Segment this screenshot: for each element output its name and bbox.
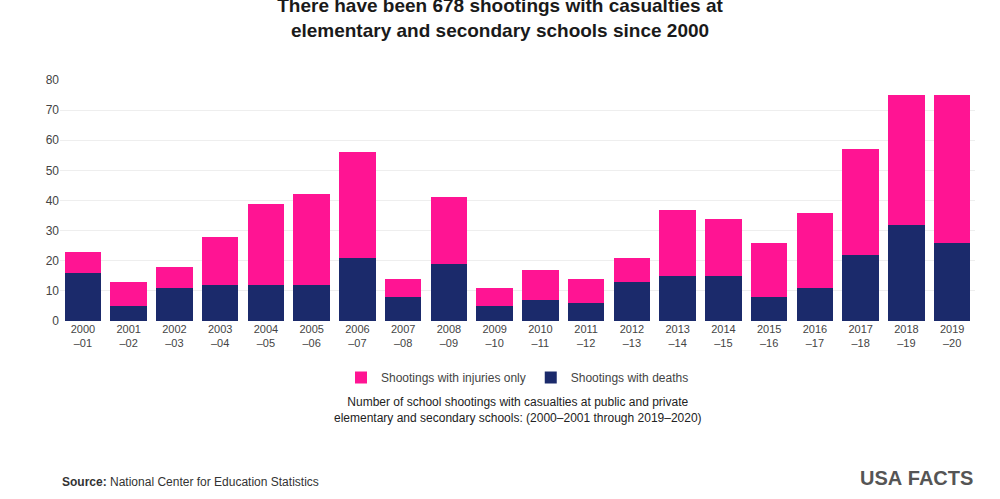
svg-text:USA FACTS: USA FACTS — [860, 467, 973, 489]
svg-text:2015–16: 2015–16 — [757, 323, 781, 349]
svg-text:2009–10: 2009–10 — [482, 323, 506, 349]
svg-text:80: 80 — [46, 73, 60, 87]
svg-text:2005–06: 2005–06 — [299, 323, 323, 349]
svg-text:2003–04: 2003–04 — [208, 323, 232, 349]
svg-text:2019–20: 2019–20 — [940, 323, 964, 349]
svg-text:2014–15: 2014–15 — [711, 323, 735, 349]
svg-text:2001–02: 2001–02 — [116, 323, 140, 349]
svg-text:Shootings with deaths: Shootings with deaths — [571, 371, 688, 385]
svg-text:2012–13: 2012–13 — [620, 323, 644, 349]
svg-text:Source: National Center for Ed: Source: National Center for Education St… — [62, 475, 319, 489]
svg-text:2017–18: 2017–18 — [848, 323, 872, 349]
svg-text:70: 70 — [46, 103, 60, 117]
svg-text:60: 60 — [46, 133, 60, 147]
svg-text:30: 30 — [46, 224, 60, 238]
svg-text:40: 40 — [46, 194, 60, 208]
svg-text:2011–12: 2011–12 — [574, 323, 598, 349]
svg-text:2002–03: 2002–03 — [162, 323, 186, 349]
svg-text:20: 20 — [46, 254, 60, 268]
svg-text:50: 50 — [46, 164, 60, 178]
svg-text:2013–14: 2013–14 — [665, 323, 689, 349]
svg-text:2007–08: 2007–08 — [391, 323, 415, 349]
svg-text:There have been 678 shootings: There have been 678 shootings with casua… — [277, 0, 723, 41]
svg-text:2010–11: 2010–11 — [528, 323, 552, 349]
svg-text:2016–17: 2016–17 — [803, 323, 827, 349]
svg-text:2018–19: 2018–19 — [894, 323, 918, 349]
svg-text:2006–07: 2006–07 — [345, 323, 369, 349]
svg-text:0: 0 — [52, 314, 59, 328]
svg-text:10: 10 — [46, 284, 60, 298]
svg-text:2000–01: 2000–01 — [71, 323, 95, 349]
svg-text:2004–05: 2004–05 — [254, 323, 278, 349]
svg-text:Number of school shootings wit: Number of school shootings with casualti… — [334, 395, 702, 425]
svg-text:2008–09: 2008–09 — [437, 323, 461, 349]
svg-text:Shootings with injuries only: Shootings with injuries only — [381, 371, 526, 385]
